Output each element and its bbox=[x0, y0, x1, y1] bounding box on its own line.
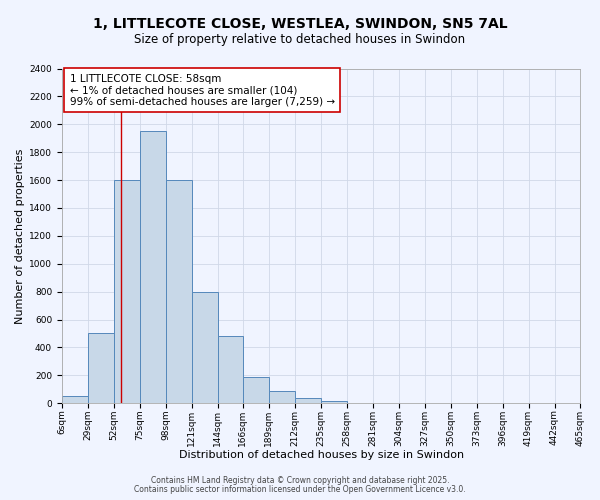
Bar bbox=[242, 376, 269, 403]
X-axis label: Distribution of detached houses by size in Swindon: Distribution of detached houses by size … bbox=[179, 450, 464, 460]
Y-axis label: Number of detached properties: Number of detached properties bbox=[15, 148, 25, 324]
Text: Contains HM Land Registry data © Crown copyright and database right 2025.: Contains HM Land Registry data © Crown c… bbox=[151, 476, 449, 485]
Bar bbox=[320, 401, 347, 403]
Bar bbox=[554, 402, 580, 403]
Bar bbox=[88, 334, 114, 403]
Bar bbox=[166, 180, 192, 403]
Bar bbox=[347, 402, 373, 403]
Text: 1, LITTLECOTE CLOSE, WESTLEA, SWINDON, SN5 7AL: 1, LITTLECOTE CLOSE, WESTLEA, SWINDON, S… bbox=[92, 18, 508, 32]
Bar bbox=[373, 402, 398, 403]
Text: Size of property relative to detached houses in Swindon: Size of property relative to detached ho… bbox=[134, 32, 466, 46]
Text: Contains public sector information licensed under the Open Government Licence v3: Contains public sector information licen… bbox=[134, 485, 466, 494]
Bar bbox=[62, 396, 88, 403]
Bar bbox=[192, 292, 218, 403]
Bar bbox=[295, 398, 320, 403]
Bar bbox=[269, 390, 295, 403]
Bar bbox=[140, 132, 166, 403]
Text: 1 LITTLECOTE CLOSE: 58sqm
← 1% of detached houses are smaller (104)
99% of semi-: 1 LITTLECOTE CLOSE: 58sqm ← 1% of detach… bbox=[70, 74, 335, 106]
Bar bbox=[218, 336, 242, 403]
Bar bbox=[114, 180, 140, 403]
